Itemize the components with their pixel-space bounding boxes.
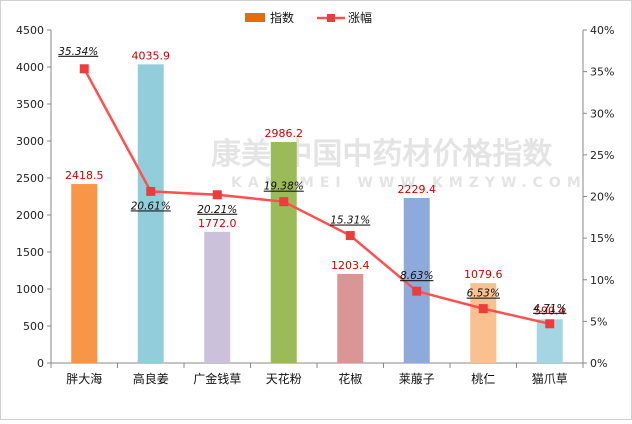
bar-value-label: 590.4 xyxy=(534,304,566,317)
y-right-tick-label: 15% xyxy=(590,232,614,245)
line-point xyxy=(212,190,222,200)
y-left-tick-label: 4500 xyxy=(16,24,44,37)
x-category-label: 广金钱草 xyxy=(193,371,241,386)
line-value-label: 4.71% xyxy=(533,303,566,315)
legend-swatch-bar xyxy=(245,13,265,22)
legend-swatch-marker xyxy=(327,14,335,22)
x-category-label: 桃仁 xyxy=(471,371,495,386)
line-series xyxy=(79,64,555,329)
bar-value-label: 2229.4 xyxy=(398,183,437,196)
y-right-tick-label: 35% xyxy=(590,66,614,79)
y-right-tick-label: 40% xyxy=(590,24,614,37)
bar-value-label: 4035.9 xyxy=(132,49,171,62)
bar xyxy=(71,184,98,363)
bar-value-label: 1079.6 xyxy=(464,268,503,281)
x-category-label: 猫爪草 xyxy=(532,372,568,386)
y-left-tick-label: 1000 xyxy=(16,283,44,296)
y-left-tick-label: 1500 xyxy=(16,246,44,259)
line-point xyxy=(146,186,156,196)
axes: 0 500 1000 1500 2000 2500 3000 3500 4000 4500 0% 5%… xyxy=(16,24,614,386)
bar xyxy=(204,231,231,363)
x-category-label: 天花粉 xyxy=(266,371,302,386)
legend-label: 涨幅 xyxy=(348,10,372,25)
y-right-tick-label: 25% xyxy=(590,149,614,162)
x-category-label: 胖大海 xyxy=(66,371,102,386)
line-point xyxy=(412,286,422,296)
y-left-tick-label: 500 xyxy=(23,320,44,333)
line-point xyxy=(478,304,488,314)
x-category-label: 花椒 xyxy=(338,371,362,386)
data-labels: 2418.5 4035.9 1772.0 2986.2 1203.4 2229.4 1079… xyxy=(58,46,566,318)
line-value-label: 6.53% xyxy=(467,288,500,300)
line-value-label: 35.34% xyxy=(58,46,98,58)
y-left-tick-label: 2500 xyxy=(16,172,44,185)
watermark-text: 康美·中国中药材价格指数 xyxy=(211,137,553,172)
bar xyxy=(470,283,497,363)
x-category-label: 莱菔子 xyxy=(399,372,435,386)
legend: 指数 涨幅 xyxy=(245,10,372,25)
watermark: 康美·中国中药材价格指数 KANGMEI WWW.KMZYW.COM xyxy=(211,137,587,191)
x-category-label: 高良姜 xyxy=(133,371,169,386)
y-left-tick-label: 3000 xyxy=(16,135,44,148)
watermark-subtext: KANGMEI WWW.KMZYW.COM xyxy=(231,175,587,191)
bar-series xyxy=(71,64,563,364)
line-value-label: 20.21% xyxy=(197,204,237,216)
line-point xyxy=(345,231,355,241)
line-value-label: 19.38% xyxy=(264,181,304,193)
y-left-tick-label: 2000 xyxy=(16,209,44,222)
bar xyxy=(270,142,297,363)
y-right-tick-label: 5% xyxy=(590,315,607,328)
bar-value-label: 1772.0 xyxy=(198,217,237,230)
y-left-tick-label: 4000 xyxy=(16,61,44,74)
y-left-tick-label: 3500 xyxy=(16,98,44,111)
line-value-label: 20.61% xyxy=(131,200,171,212)
line-point xyxy=(545,319,555,329)
bar xyxy=(137,64,164,364)
bar xyxy=(403,198,430,363)
bar xyxy=(337,273,364,363)
y-right-tick-label: 0% xyxy=(590,357,607,370)
line-value-label: 8.63% xyxy=(400,270,433,282)
legend-label: 指数 xyxy=(270,10,294,25)
bar-value-label: 1203.4 xyxy=(331,259,370,272)
line-path xyxy=(83,68,551,326)
bar-value-label: 2986.2 xyxy=(265,127,304,140)
bar-value-label: 2418.5 xyxy=(65,169,104,182)
y-right-tick-label: 20% xyxy=(590,191,614,204)
y-right-tick-label: 10% xyxy=(590,274,614,287)
line-point xyxy=(279,197,289,207)
line-value-label: 15.31% xyxy=(330,215,370,227)
y-right-tick-label: 30% xyxy=(590,107,614,120)
y-left-tick-label: 0 xyxy=(37,357,44,370)
line-point xyxy=(79,64,89,74)
